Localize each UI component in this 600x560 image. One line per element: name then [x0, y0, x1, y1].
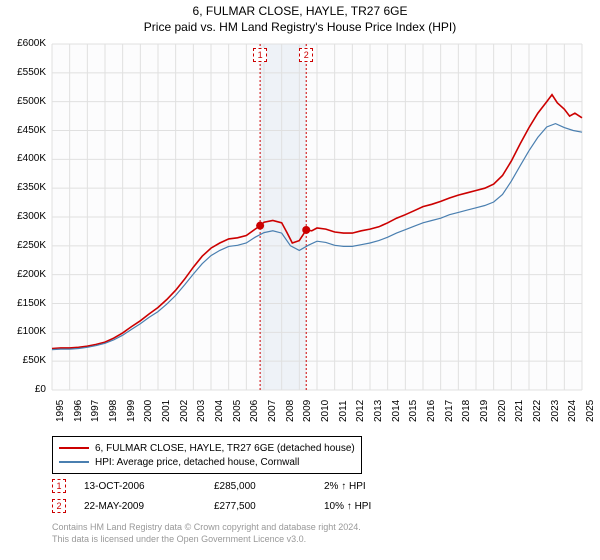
- y-axis-label: £350K: [0, 182, 46, 193]
- sale-row-price: £285,000: [214, 481, 324, 492]
- sale-marker-dot-2: [302, 226, 310, 234]
- sale-marker-box-1: 1: [253, 48, 267, 62]
- legend-label: HPI: Average price, detached house, Corn…: [95, 457, 299, 468]
- y-axis-label: £100K: [0, 326, 46, 337]
- x-axis-label: 2021: [514, 400, 525, 422]
- x-axis-label: 2001: [161, 400, 172, 422]
- x-axis-label: 2002: [179, 400, 190, 422]
- x-axis-label: 1995: [55, 400, 66, 422]
- x-axis-label: 2010: [320, 400, 331, 422]
- x-axis-label: 2022: [532, 400, 543, 422]
- x-axis-label: 2015: [408, 400, 419, 422]
- legend-item-0: 6, FULMAR CLOSE, HAYLE, TR27 6GE (detach…: [59, 441, 355, 455]
- y-axis-label: £550K: [0, 67, 46, 78]
- y-axis-label: £300K: [0, 211, 46, 222]
- x-axis-label: 2000: [143, 400, 154, 422]
- legend-swatch: [59, 461, 89, 463]
- sale-marker-box-2: 2: [299, 48, 313, 62]
- x-axis-label: 2017: [444, 400, 455, 422]
- y-axis-label: £50K: [0, 355, 46, 366]
- sale-row-date: 22-MAY-2009: [84, 501, 214, 512]
- sale-marker-dot-1: [256, 222, 264, 230]
- y-axis-label: £250K: [0, 240, 46, 251]
- y-axis-label: £600K: [0, 38, 46, 49]
- sale-row-hpi: 10% ↑ HPI: [324, 501, 404, 512]
- sales-table: 1 13-OCT-2006£285,0002% ↑ HPI 2 22-MAY-2009…: [52, 476, 404, 516]
- x-axis-label: 2023: [550, 400, 561, 422]
- x-axis-label: 2006: [249, 400, 260, 422]
- legend: 6, FULMAR CLOSE, HAYLE, TR27 6GE (detach…: [52, 436, 362, 474]
- x-axis-label: 2020: [497, 400, 508, 422]
- y-axis-label: £400K: [0, 153, 46, 164]
- x-axis-label: 2011: [338, 400, 349, 422]
- y-axis-label: £150K: [0, 298, 46, 309]
- x-axis-label: 2009: [302, 400, 313, 422]
- legend-label: 6, FULMAR CLOSE, HAYLE, TR27 6GE (detach…: [95, 443, 355, 454]
- x-axis-label: 2019: [479, 400, 490, 422]
- x-axis-label: 2024: [567, 400, 578, 422]
- x-axis-label: 1996: [73, 400, 84, 422]
- sale-row-1: 1 13-OCT-2006£285,0002% ↑ HPI: [52, 476, 404, 496]
- x-axis-label: 2003: [196, 400, 207, 422]
- y-axis-label: £200K: [0, 269, 46, 280]
- x-axis-label: 2014: [391, 400, 402, 422]
- x-axis-label: 2005: [232, 400, 243, 422]
- x-axis-label: 1999: [126, 400, 137, 422]
- x-axis-label: 2025: [585, 400, 596, 422]
- x-axis-label: 2018: [461, 400, 472, 422]
- x-axis-label: 2013: [373, 400, 384, 422]
- footer-line-1: Contains HM Land Registry data © Crown c…: [52, 522, 361, 534]
- sale-row-marker: 1: [52, 479, 66, 493]
- x-axis-label: 2016: [426, 400, 437, 422]
- sale-row-hpi: 2% ↑ HPI: [324, 481, 404, 492]
- x-axis-label: 2004: [214, 400, 225, 422]
- x-axis-label: 2008: [285, 400, 296, 422]
- x-axis-label: 1997: [90, 400, 101, 422]
- legend-item-1: HPI: Average price, detached house, Corn…: [59, 455, 355, 469]
- y-axis-label: £0: [0, 384, 46, 395]
- x-axis-label: 2007: [267, 400, 278, 422]
- sale-row-price: £277,500: [214, 501, 324, 512]
- y-axis-label: £500K: [0, 96, 46, 107]
- sale-row-date: 13-OCT-2006: [84, 481, 214, 492]
- footer-attribution: Contains HM Land Registry data © Crown c…: [52, 522, 361, 545]
- footer-line-2: This data is licensed under the Open Gov…: [52, 534, 361, 546]
- x-axis-label: 1998: [108, 400, 119, 422]
- y-axis-label: £450K: [0, 125, 46, 136]
- sale-row-2: 2 22-MAY-2009£277,50010% ↑ HPI: [52, 496, 404, 516]
- x-axis-label: 2012: [355, 400, 366, 422]
- sale-row-marker: 2: [52, 499, 66, 513]
- legend-swatch: [59, 447, 89, 449]
